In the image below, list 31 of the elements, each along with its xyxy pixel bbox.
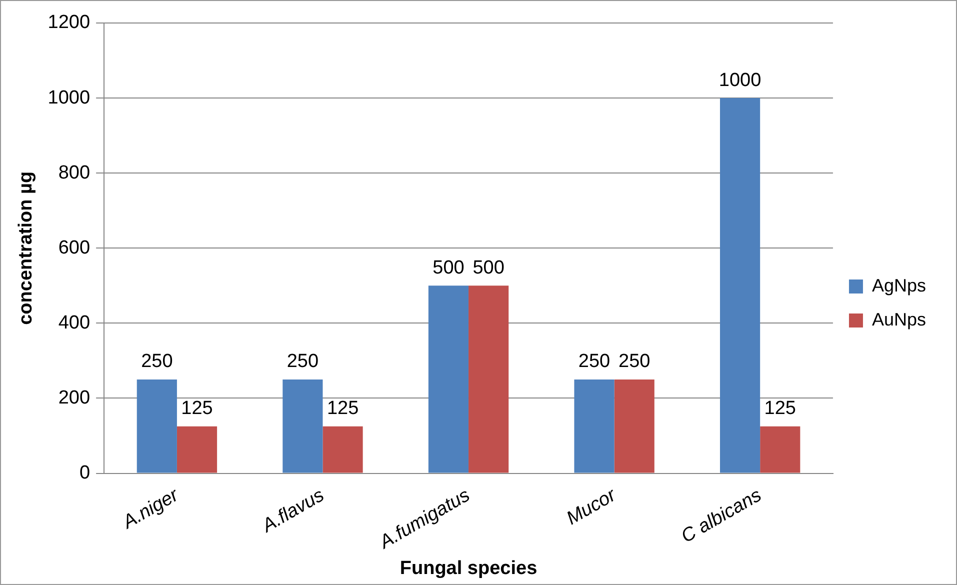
bar [136,379,177,473]
bar [428,286,469,473]
data-label: 125 [326,398,359,420]
data-label: 250 [578,351,610,372]
bar [720,98,760,473]
y-tick-label: 1000 [48,87,90,108]
y-tick-label: 600 [58,237,90,258]
y-tick-label: 1200 [48,12,90,34]
bar [282,379,323,473]
data-label: 125 [181,398,213,420]
y-axis-title: concentration µg [16,171,37,325]
bar [468,286,509,473]
data-label: 1000 [718,70,762,91]
bar [322,426,363,473]
data-label: 500 [472,257,504,278]
bar [574,379,614,473]
data-label: 250 [141,351,173,372]
x-axis-title: Fungal species [400,558,538,579]
bar [760,426,800,473]
y-tick-label: 800 [58,162,90,184]
y-tick-label: 0 [79,462,90,484]
data-label: 250 [618,351,650,372]
data-label: 500 [432,257,464,278]
y-tick-label: 400 [58,312,90,334]
bar [614,379,654,473]
data-label: 125 [764,398,796,420]
bar [176,426,218,473]
legend-label: AgNps [872,275,926,296]
y-tick-label: 200 [58,387,90,408]
legend-label: AuNps [872,309,926,330]
data-label: 250 [286,351,319,372]
